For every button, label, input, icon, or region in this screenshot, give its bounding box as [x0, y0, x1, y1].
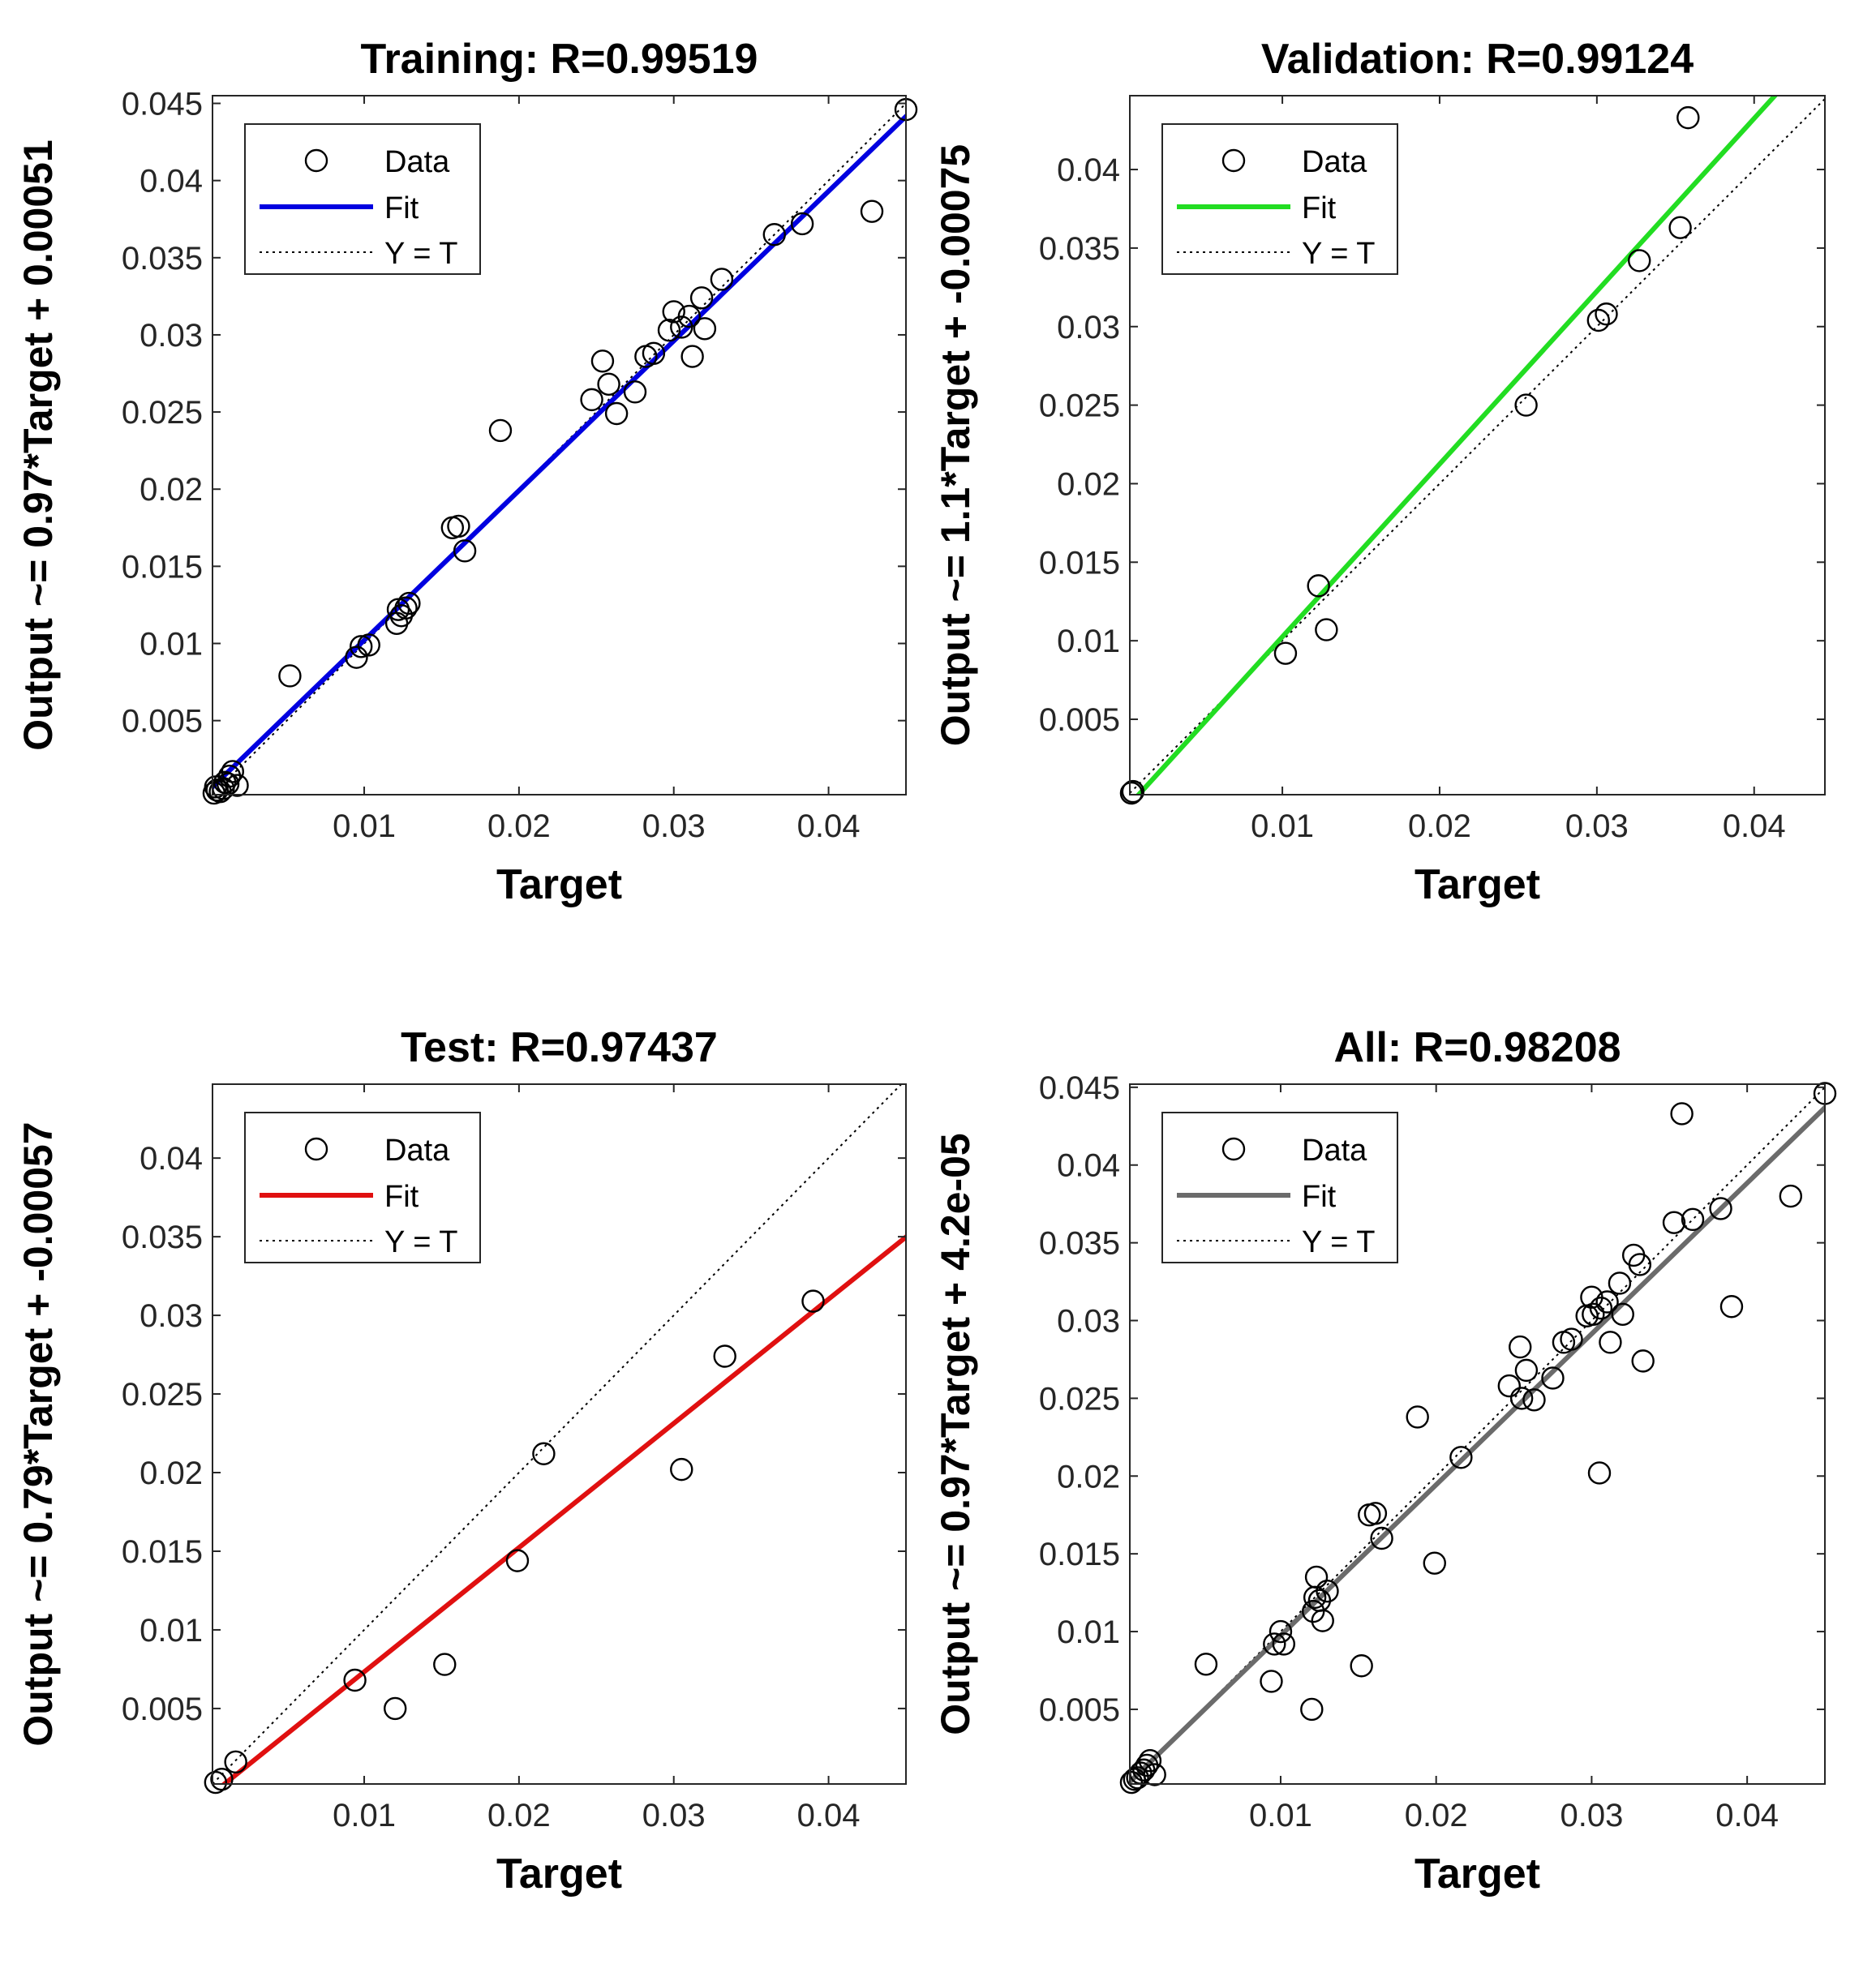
- y-tick-label: 0.025: [1039, 1381, 1120, 1417]
- y-tick-label: 0.035: [1039, 1226, 1120, 1262]
- chart-title: Test: R=0.97437: [401, 1024, 718, 1071]
- y-axis-label: Output ~= 1.1*Target + -0.00075: [933, 144, 978, 746]
- y-tick-label: 0.005: [122, 1692, 203, 1727]
- x-tick-label: 0.04: [797, 808, 861, 844]
- y-tick-label: 0.03: [140, 318, 203, 354]
- x-tick-label: 0.03: [1565, 808, 1629, 844]
- y-tick-label: 0.035: [122, 1220, 203, 1255]
- y-tick-label: 0.01: [140, 1613, 203, 1649]
- x-tick-label: 0.03: [642, 808, 706, 844]
- x-tick-label: 0.02: [487, 808, 551, 844]
- legend-label: Y = T: [384, 237, 458, 271]
- y-tick-label: 0.04: [1057, 1148, 1120, 1184]
- y-tick-label: 0.025: [1039, 388, 1120, 424]
- legend-label: Fit: [384, 1180, 419, 1214]
- y-tick-label: 0.035: [1039, 231, 1120, 267]
- y-tick-label: 0.03: [1057, 310, 1120, 345]
- x-tick-label: 0.04: [1715, 1798, 1779, 1833]
- legend-label: Data: [1302, 1134, 1367, 1168]
- x-tick-label: 0.01: [333, 808, 396, 844]
- legend-label: Data: [384, 145, 450, 179]
- y-axis-label: Output ~= 0.79*Target + -0.00057: [15, 1121, 61, 1746]
- y-tick-label: 0.01: [1057, 624, 1120, 659]
- y-tick-label: 0.04: [140, 164, 203, 199]
- x-tick-label: 0.03: [1560, 1798, 1623, 1833]
- x-tick-label: 0.02: [1408, 808, 1471, 844]
- legend: Data Fit Y = T: [1162, 1113, 1397, 1263]
- y-tick-label: 0.015: [1039, 1537, 1120, 1572]
- y-tick-label: 0.015: [122, 549, 203, 585]
- chart-validation: 0.01 0.02 0.03 0.04 0.005 0.01 0.015 0.02 0.025 0…: [933, 0, 1876, 908]
- y-tick-label: 0.045: [1039, 1070, 1120, 1106]
- legend-label: Data: [1302, 145, 1367, 179]
- y-tick-label: 0.04: [1057, 152, 1120, 188]
- regression-figure: 0.01 0.02 0.03 0.04 0.005 0.01 0.015 0.02 0.025 0…: [0, 0, 1876, 1964]
- y-tick-label: 0.005: [122, 704, 203, 740]
- y-tick-label: 0.02: [1057, 1459, 1120, 1494]
- y-tick-label: 0.01: [140, 627, 203, 663]
- chart-title: All: R=0.98208: [1333, 1024, 1621, 1071]
- x-tick-label: 0.04: [797, 1798, 861, 1833]
- y-tick-label: 0.015: [122, 1534, 203, 1570]
- chart-training: 0.01 0.02 0.03 0.04 0.005 0.01 0.015 0.02 0.025 0…: [15, 0, 1061, 908]
- y-tick-label: 0.04: [140, 1141, 203, 1177]
- y-tick-label: 0.03: [140, 1298, 203, 1334]
- y-axis-label: Output ~= 0.97*Target + 4.2e-05: [933, 1133, 978, 1735]
- y-tick-label: 0.02: [140, 1456, 203, 1491]
- legend: Data Fit Y = T: [245, 1113, 480, 1263]
- y-tick-label: 0.005: [1039, 702, 1120, 738]
- x-tick-label: 0.01: [1251, 808, 1314, 844]
- x-tick-label: 0.04: [1723, 808, 1786, 844]
- y-tick-label: 0.01: [1057, 1615, 1120, 1650]
- x-axis-label: Target: [496, 861, 622, 908]
- y-tick-label: 0.02: [140, 472, 203, 508]
- chart-title: Validation: R=0.99124: [1261, 36, 1694, 83]
- y-tick-label: 0.045: [122, 87, 203, 122]
- legend-label: Data: [384, 1134, 450, 1168]
- x-axis-label: Target: [1415, 861, 1540, 908]
- x-axis-label: Target: [496, 1850, 622, 1898]
- y-axis-label: Output ~= 0.97*Target + 0.00051: [15, 139, 61, 751]
- legend: Data Fit Y = T: [1162, 124, 1397, 274]
- y-tick-label: 0.03: [1057, 1304, 1120, 1340]
- legend-label: Fit: [384, 191, 419, 225]
- chart-all: 0.01 0.02 0.03 0.04 0.005 0.01 0.015 0.02 0.025 0…: [933, 932, 1876, 1898]
- chart-test: 0.01 0.02 0.03 0.04 0.005 0.01 0.015 0.02 0.025 0…: [15, 927, 1056, 1898]
- y-tick-label: 0.015: [1039, 545, 1120, 581]
- legend-label: Y = T: [384, 1225, 458, 1259]
- legend: Data Fit Y = T: [245, 124, 480, 274]
- x-axis-label: Target: [1415, 1850, 1540, 1898]
- legend-label: Y = T: [1302, 1225, 1376, 1259]
- legend-label: Y = T: [1302, 237, 1376, 271]
- x-tick-label: 0.02: [1405, 1798, 1468, 1833]
- x-tick-label: 0.03: [642, 1798, 706, 1833]
- x-tick-label: 0.02: [487, 1798, 551, 1833]
- y-tick-label: 0.025: [122, 1377, 203, 1413]
- x-tick-label: 0.01: [1249, 1798, 1312, 1833]
- y-tick-label: 0.035: [122, 241, 203, 277]
- legend-label: Fit: [1302, 191, 1337, 225]
- x-tick-label: 0.01: [333, 1798, 396, 1833]
- y-tick-label: 0.02: [1057, 466, 1120, 502]
- y-tick-label: 0.005: [1039, 1692, 1120, 1728]
- chart-title: Training: R=0.99519: [361, 36, 758, 83]
- legend-label: Fit: [1302, 1180, 1337, 1214]
- y-tick-label: 0.025: [122, 395, 203, 431]
